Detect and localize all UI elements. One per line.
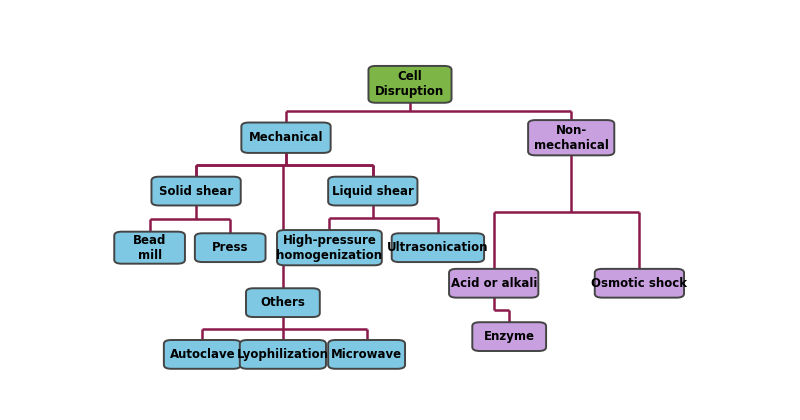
FancyBboxPatch shape [151,177,241,205]
Text: Cell
Disruption: Cell Disruption [375,71,445,98]
FancyBboxPatch shape [240,340,326,369]
FancyBboxPatch shape [328,340,405,369]
FancyBboxPatch shape [392,233,484,262]
Text: High-pressure
homogenization: High-pressure homogenization [276,234,382,262]
Text: Acid or alkali: Acid or alkali [450,277,537,290]
Text: Autoclave: Autoclave [170,348,235,361]
Text: Osmotic shock: Osmotic shock [591,277,687,290]
Text: Lyophilization: Lyophilization [237,348,329,361]
FancyBboxPatch shape [195,233,266,262]
FancyBboxPatch shape [449,269,538,298]
Text: Press: Press [212,241,249,254]
Text: Mechanical: Mechanical [249,131,323,144]
Text: Non-
mechanical: Non- mechanical [534,124,609,152]
FancyBboxPatch shape [246,288,320,317]
FancyBboxPatch shape [528,120,614,155]
FancyBboxPatch shape [594,269,684,298]
FancyBboxPatch shape [328,177,418,205]
FancyBboxPatch shape [242,123,330,153]
FancyBboxPatch shape [164,340,241,369]
FancyBboxPatch shape [369,66,451,103]
Text: Enzyme: Enzyme [484,330,534,343]
Text: Liquid shear: Liquid shear [332,184,414,197]
Text: Microwave: Microwave [331,348,402,361]
Text: Bead
mill: Bead mill [133,234,166,262]
Text: Others: Others [261,296,306,309]
FancyBboxPatch shape [472,322,546,351]
FancyBboxPatch shape [114,232,185,264]
FancyBboxPatch shape [277,230,382,265]
Text: Ultrasonication: Ultrasonication [387,241,489,254]
Text: Solid shear: Solid shear [159,184,234,197]
